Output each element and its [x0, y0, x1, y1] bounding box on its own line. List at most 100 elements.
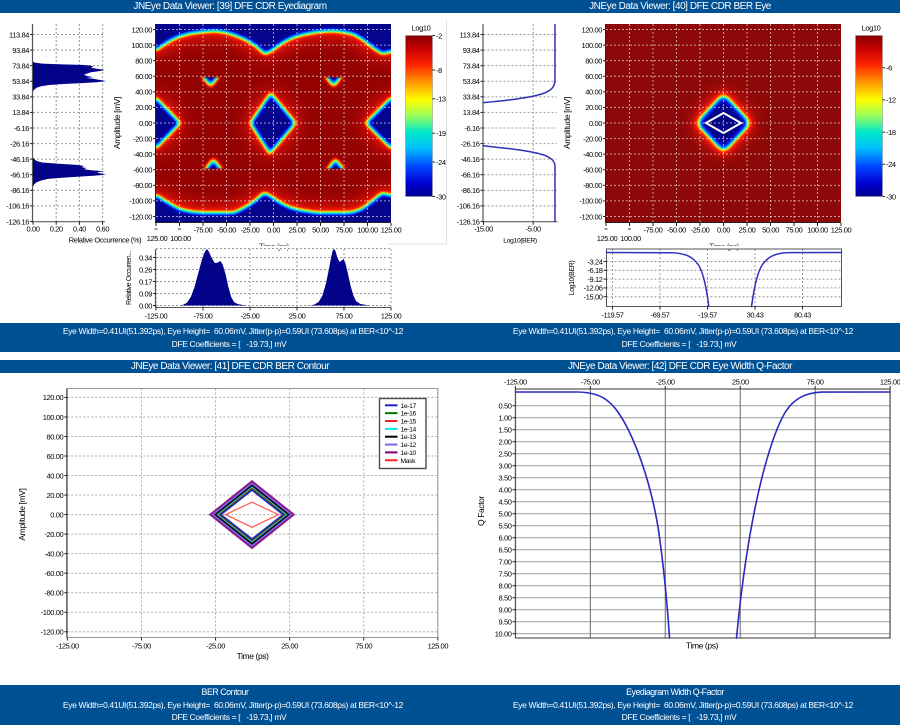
svg-text:-25.00: -25.00: [241, 226, 260, 235]
svg-text:6.50: 6.50: [499, 546, 512, 555]
svg-text:13.84: 13.84: [12, 108, 29, 117]
svg-text:-6.16: -6.16: [14, 124, 29, 133]
svg-text:-75.00: -75.00: [194, 312, 213, 321]
svg-text:-20.00: -20.00: [133, 134, 152, 143]
svg-text:-40.00: -40.00: [133, 150, 152, 159]
svg-text:120.00: 120.00: [581, 25, 602, 34]
svg-text:-60.00: -60.00: [133, 166, 152, 175]
svg-text:-50.00: -50.00: [667, 226, 686, 235]
svg-text:1e-14: 1e-14: [401, 426, 417, 433]
svg-text:-126.16: -126.16: [6, 217, 29, 226]
svg-text:100.00: 100.00: [620, 234, 641, 243]
svg-text:60.00: 60.00: [585, 72, 602, 81]
svg-text:0.00: 0.00: [139, 301, 152, 310]
svg-text:-100.00: -100.00: [579, 197, 602, 206]
svg-text:33.84: 33.84: [12, 93, 29, 102]
svg-text:40.00: 40.00: [135, 88, 152, 97]
svg-text:93.84: 93.84: [463, 46, 480, 55]
svg-text:125.00: 125.00: [381, 312, 402, 321]
svg-text:100.00: 100.00: [807, 226, 828, 235]
svg-text:-75.00: -75.00: [132, 642, 151, 651]
svg-text:-80.00: -80.00: [583, 181, 602, 190]
svg-text:93.84: 93.84: [12, 46, 29, 55]
svg-text:-119.57: -119.57: [601, 311, 623, 320]
svg-text:40.00: 40.00: [585, 88, 602, 97]
svg-text:0.00: 0.00: [139, 119, 152, 128]
svg-text:-125.00: -125.00: [56, 642, 79, 651]
svg-text:Q Factor: Q Factor: [476, 496, 486, 526]
svg-text:7.50: 7.50: [499, 570, 512, 579]
svg-text:125.00: 125.00: [428, 642, 449, 651]
svg-text:0.40: 0.40: [73, 225, 86, 234]
svg-text:4.00: 4.00: [499, 486, 512, 495]
svg-text:60.00: 60.00: [135, 72, 152, 81]
svg-text:125.00: 125.00: [597, 234, 618, 243]
svg-text:3.50: 3.50: [499, 474, 512, 483]
svg-text:100.00: 100.00: [357, 226, 378, 235]
svg-text:-24: -24: [886, 160, 896, 169]
svg-text:4.50: 4.50: [499, 498, 512, 507]
svg-text:0.00: 0.00: [717, 226, 730, 235]
svg-text:-12.06: -12.06: [584, 284, 603, 293]
svg-text:1.50: 1.50: [499, 426, 512, 435]
svg-text:73.84: 73.84: [12, 61, 29, 70]
svg-text:25.00: 25.00: [281, 642, 298, 651]
svg-text:-125.00: -125.00: [504, 378, 527, 387]
svg-text:-5.00: -5.00: [526, 225, 541, 234]
svg-text:Relative Occurrence (%): Relative Occurrence (%): [69, 236, 142, 245]
svg-text:-40.00: -40.00: [44, 549, 63, 558]
svg-text:0.00: 0.00: [50, 510, 63, 519]
svg-text:80.00: 80.00: [135, 56, 152, 65]
svg-text:120.00: 120.00: [43, 393, 64, 402]
svg-text:Log10: Log10: [862, 24, 881, 33]
svg-text:-20.00: -20.00: [583, 134, 602, 143]
svg-text:40.00: 40.00: [47, 471, 64, 480]
svg-text:-66.16: -66.16: [461, 171, 480, 180]
svg-text:-26.16: -26.16: [461, 139, 480, 148]
svg-text:Relative Occurren...: Relative Occurren...: [126, 251, 133, 305]
svg-text:75.00: 75.00: [336, 312, 353, 321]
svg-text:2.50: 2.50: [499, 450, 512, 459]
svg-text:75.00: 75.00: [807, 378, 824, 387]
svg-text:-75.00: -75.00: [581, 378, 600, 387]
svg-text:9.50: 9.50: [499, 618, 512, 627]
svg-text:13.84: 13.84: [463, 108, 480, 117]
svg-text:25.00: 25.00: [289, 312, 306, 321]
svg-text:113.84: 113.84: [9, 30, 29, 39]
svg-text:Mask: Mask: [401, 458, 417, 465]
svg-text:-24: -24: [436, 158, 446, 167]
svg-text:50.00: 50.00: [762, 226, 779, 235]
svg-text:53.84: 53.84: [12, 77, 29, 86]
svg-text:-25.00: -25.00: [206, 642, 225, 651]
svg-text:0.34: 0.34: [139, 253, 152, 262]
svg-text:100.00: 100.00: [170, 234, 191, 243]
svg-text:-100.00: -100.00: [129, 197, 152, 206]
svg-text:-3.24: -3.24: [587, 257, 602, 266]
svg-text:-106.16: -106.16: [6, 202, 29, 211]
svg-text:-6.16: -6.16: [464, 124, 479, 133]
svg-text:0.17: 0.17: [139, 277, 152, 286]
svg-text:125.00: 125.00: [880, 378, 900, 387]
svg-text:5.50: 5.50: [499, 522, 512, 531]
svg-text:0.26: 0.26: [139, 265, 152, 274]
svg-text:1e-10: 1e-10: [401, 450, 417, 457]
svg-text:75.00: 75.00: [786, 226, 803, 235]
svg-text:-40.00: -40.00: [583, 150, 602, 159]
svg-text:80.00: 80.00: [585, 56, 602, 65]
svg-text:-15.00: -15.00: [584, 293, 603, 302]
svg-text:8.50: 8.50: [499, 594, 512, 603]
svg-text:-66.16: -66.16: [10, 171, 29, 180]
svg-text:-60.00: -60.00: [583, 166, 602, 175]
svg-text:-80.00: -80.00: [44, 589, 63, 598]
svg-text:125.00: 125.00: [381, 226, 402, 235]
svg-text:-69.57: -69.57: [651, 311, 670, 320]
svg-text:33.84: 33.84: [463, 93, 480, 102]
svg-text:73.84: 73.84: [463, 61, 480, 70]
svg-text:1e-15: 1e-15: [401, 419, 417, 426]
svg-text:-13: -13: [436, 95, 446, 104]
svg-text:-126.16: -126.16: [457, 217, 480, 226]
svg-text:-125.00: -125.00: [145, 312, 168, 321]
svg-text:25.00: 25.00: [732, 378, 749, 387]
svg-text:-6.18: -6.18: [587, 266, 602, 275]
svg-text:1e-17: 1e-17: [401, 403, 417, 410]
